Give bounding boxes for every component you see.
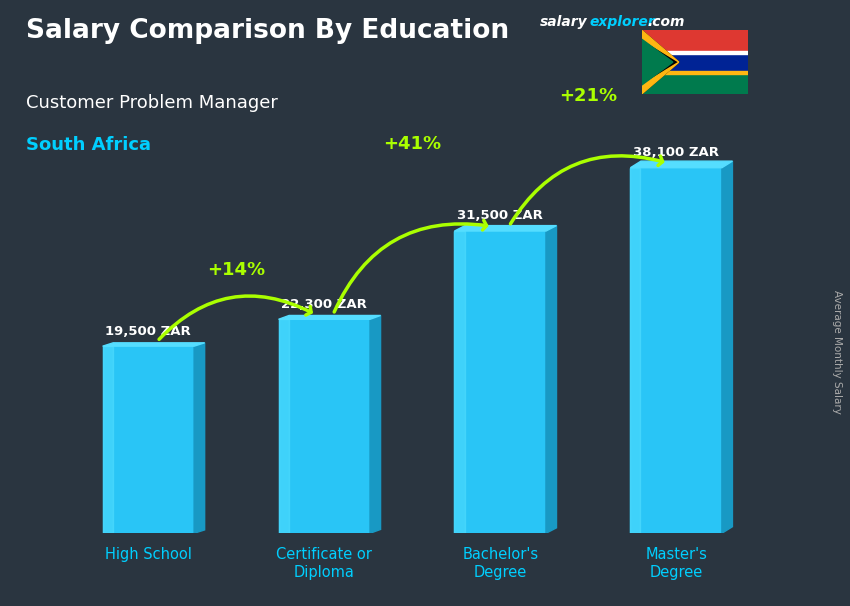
Polygon shape	[642, 39, 673, 85]
Polygon shape	[455, 225, 557, 231]
Polygon shape	[631, 168, 640, 533]
Polygon shape	[631, 168, 722, 533]
Polygon shape	[279, 319, 370, 533]
Polygon shape	[279, 319, 289, 533]
Polygon shape	[455, 231, 465, 533]
Polygon shape	[642, 30, 679, 94]
Text: South Africa: South Africa	[26, 136, 150, 155]
Text: 31,500 ZAR: 31,500 ZAR	[457, 210, 543, 222]
Polygon shape	[194, 343, 205, 533]
Text: +14%: +14%	[207, 261, 265, 279]
Text: Salary Comparison By Education: Salary Comparison By Education	[26, 18, 508, 44]
Polygon shape	[103, 346, 113, 533]
Polygon shape	[103, 346, 194, 533]
Polygon shape	[455, 231, 546, 533]
Polygon shape	[103, 343, 205, 346]
Bar	[642, 71, 748, 73]
Polygon shape	[631, 161, 733, 168]
Text: explorer: explorer	[589, 15, 654, 29]
Text: salary: salary	[540, 15, 587, 29]
Text: +21%: +21%	[559, 87, 617, 105]
Bar	[642, 73, 748, 94]
Polygon shape	[722, 161, 733, 533]
Polygon shape	[642, 30, 679, 62]
Text: +41%: +41%	[383, 136, 441, 153]
Polygon shape	[370, 316, 381, 533]
Text: 22,300 ZAR: 22,300 ZAR	[281, 298, 367, 311]
Bar	[642, 51, 748, 53]
Text: 38,100 ZAR: 38,100 ZAR	[633, 146, 719, 159]
Bar	[642, 30, 748, 52]
Text: .com: .com	[648, 15, 685, 29]
Polygon shape	[642, 62, 679, 94]
Text: Customer Problem Manager: Customer Problem Manager	[26, 94, 277, 112]
Polygon shape	[279, 316, 381, 319]
Text: 19,500 ZAR: 19,500 ZAR	[105, 325, 191, 338]
Bar	[642, 52, 748, 73]
Polygon shape	[546, 225, 557, 533]
Text: Average Monthly Salary: Average Monthly Salary	[832, 290, 842, 413]
